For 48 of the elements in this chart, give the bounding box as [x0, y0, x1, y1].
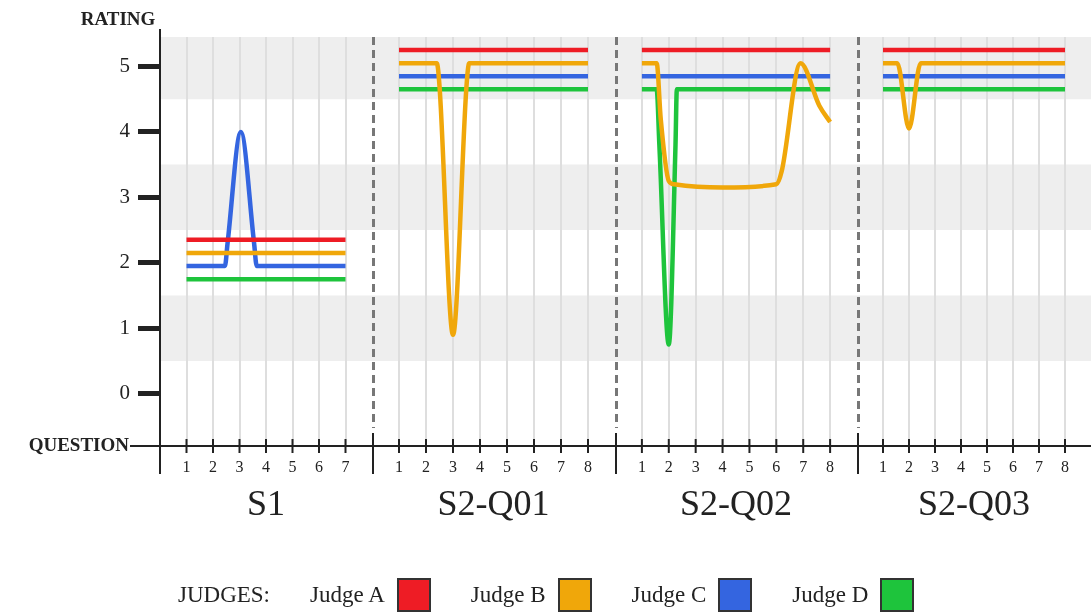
y-tick-label: 3 — [119, 183, 130, 208]
x-tick-label: 1 — [637, 457, 646, 475]
y-tick-label: 4 — [119, 118, 131, 143]
x-tick-label: 4 — [718, 457, 727, 475]
x-tick-label: 6 — [772, 457, 781, 475]
x-tick-label: 1 — [879, 457, 887, 475]
text: S1 — [246, 483, 286, 524]
x-tick-label: 2 — [905, 457, 913, 475]
x-tick-label: 7 — [799, 457, 808, 475]
x-tick-label: 1 — [182, 457, 191, 475]
x-tick-label: 6 — [315, 457, 323, 475]
y-tick-label: 0 — [119, 380, 130, 405]
x-tick-label: 5 — [745, 457, 754, 475]
x-tick-label: 7 — [1035, 457, 1043, 475]
x-tick-label: 2 — [422, 457, 430, 475]
text: S2-Q02 — [679, 483, 793, 524]
x-tick-label: 4 — [476, 457, 484, 475]
legend-label: Judge C — [631, 582, 707, 608]
x-tick-label: 8 — [1061, 457, 1069, 475]
x-tick-label: 4 — [957, 457, 965, 475]
x-tick-label: 4 — [262, 457, 270, 475]
x-tick-label: 6 — [1009, 457, 1017, 475]
x-tick-label: 6 — [530, 457, 538, 475]
x-tick-label: 3 — [691, 457, 700, 475]
x-tick-label: 5 — [288, 457, 297, 475]
y-axis-title: RATING — [80, 7, 156, 29]
x-tick-label: 1 — [395, 457, 403, 475]
x-tick-label: 3 — [449, 457, 457, 475]
x-axis-title: QUESTION — [28, 433, 130, 455]
x-tick-label: 2 — [209, 457, 217, 475]
x-tick-label: 8 — [584, 457, 592, 475]
legend-label: Judge A — [310, 582, 385, 608]
x-tick-label: 7 — [557, 457, 565, 475]
x-tick-label: 5 — [503, 457, 511, 475]
x-tick-label: 5 — [983, 457, 991, 475]
x-tick-label: 3 — [235, 457, 244, 475]
legend-label: Judge D — [792, 582, 869, 608]
legend-label: Judge B — [470, 582, 546, 608]
y-tick-label: 1 — [119, 314, 130, 339]
x-tick-label: 8 — [826, 457, 835, 475]
legend-title: JUDGES: — [178, 582, 271, 608]
text: S2-Q01 — [437, 483, 550, 524]
y-tick-label: 5 — [119, 52, 130, 77]
x-tick-label: 7 — [341, 457, 350, 475]
x-tick-label: 2 — [664, 457, 673, 475]
text: S2-Q03 — [917, 483, 1031, 524]
y-tick-label: 2 — [119, 249, 130, 274]
x-tick-label: 3 — [931, 457, 939, 475]
